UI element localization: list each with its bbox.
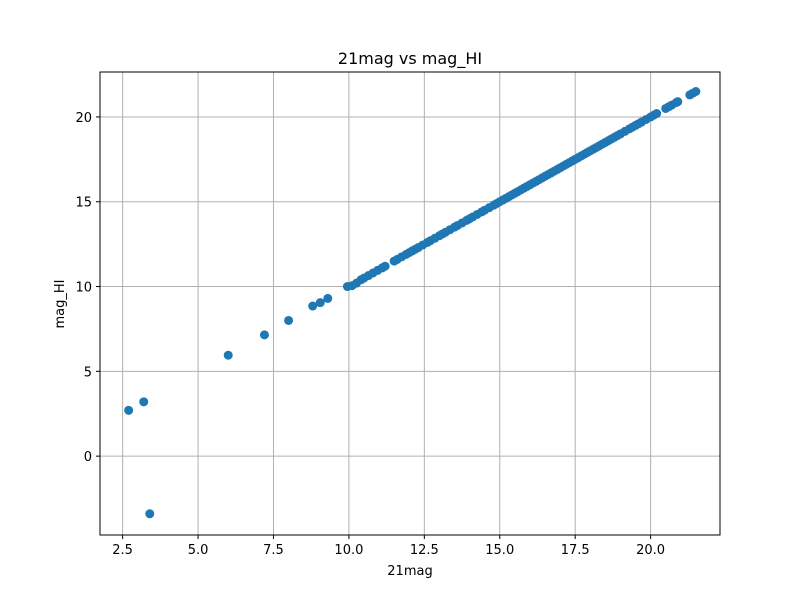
data-point (139, 397, 149, 407)
data-point (284, 315, 294, 325)
plot-frame (99, 71, 721, 536)
y-axis-label: mag_HI (53, 280, 68, 329)
x-tick-label: 15.0 (485, 543, 514, 558)
x-tick-label: 17.5 (561, 543, 590, 558)
x-tick-label: 2.5 (112, 543, 133, 558)
data-point (323, 293, 333, 303)
y-tick-label: 5 (84, 365, 92, 380)
data-point (308, 301, 318, 311)
data-point (223, 350, 233, 360)
y-tick-label: 15 (75, 196, 92, 211)
gridlines (100, 72, 720, 535)
y-tick-label: 20 (75, 111, 92, 126)
data-point (652, 109, 662, 119)
data-point (259, 330, 269, 340)
data-points (124, 87, 701, 519)
y-axis-ticks: 0 5 10 15 20 (75, 111, 100, 465)
data-point (315, 298, 325, 308)
data-point (673, 97, 683, 107)
data-point (124, 405, 134, 415)
x-tick-label: 5.0 (188, 543, 209, 558)
chart-title: 21mag vs mag_HI (338, 49, 482, 69)
x-tick-label: 12.5 (410, 543, 439, 558)
y-tick-label: 10 (75, 281, 92, 296)
x-axis-ticks: 2.5 5.0 7.5 10.0 12.5 15.0 17.5 20.0 (112, 535, 665, 558)
x-tick-label: 7.5 (263, 543, 284, 558)
x-axis-label: 21mag (387, 564, 432, 579)
data-point (691, 87, 701, 97)
x-tick-label: 20.0 (636, 543, 665, 558)
data-point (145, 509, 155, 519)
y-tick-label: 0 (84, 450, 92, 465)
x-tick-label: 10.0 (334, 543, 363, 558)
data-point (380, 261, 390, 271)
